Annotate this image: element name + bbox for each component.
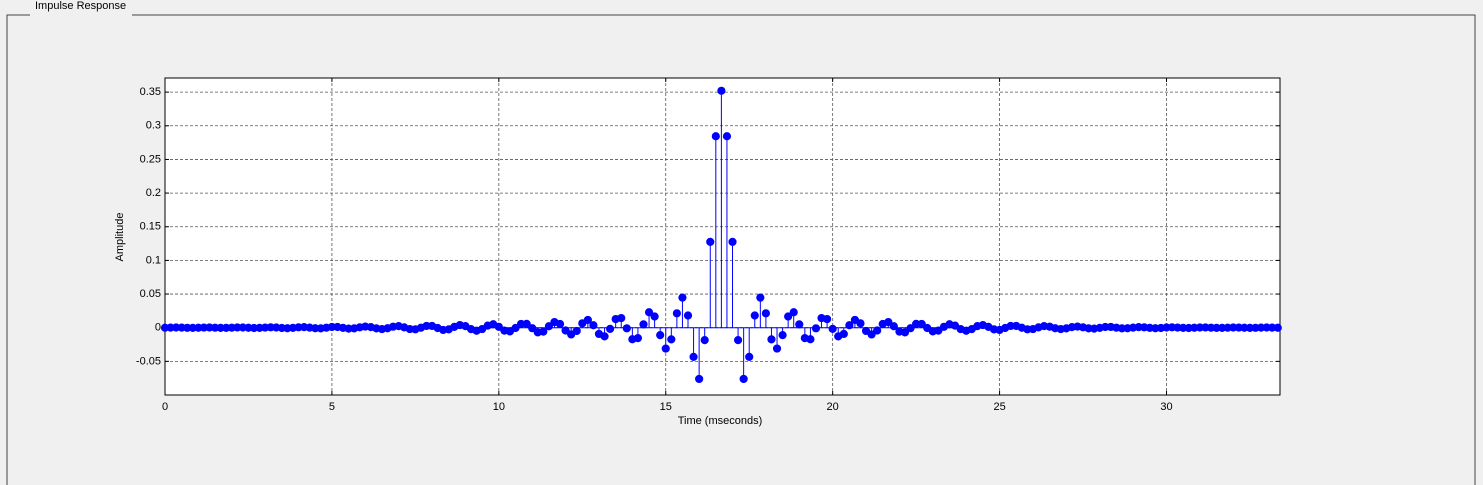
stem-marker	[644, 308, 654, 317]
y-tick-label: 0.05	[140, 288, 161, 300]
stem-marker	[583, 315, 592, 325]
stem-marker	[544, 322, 554, 331]
stem-marker	[839, 329, 848, 339]
stem-marker	[522, 319, 531, 328]
stem-marker	[700, 336, 709, 345]
y-tick-label: -0.05	[136, 355, 161, 367]
stem-marker	[656, 330, 665, 340]
stem-marker	[494, 322, 503, 331]
stem-marker	[589, 321, 598, 330]
stem-marker	[1273, 323, 1282, 332]
stem-marker	[528, 324, 537, 333]
x-tick-label: 30	[1160, 401, 1172, 413]
x-tick-label: 25	[993, 401, 1005, 413]
stem-marker	[867, 330, 876, 339]
stem-marker	[906, 324, 915, 333]
stem-marker	[711, 132, 720, 141]
stem-marker	[695, 374, 704, 384]
x-tick-label: 20	[827, 401, 839, 413]
stem-marker	[539, 327, 548, 336]
stem-marker	[639, 320, 648, 329]
x-tick-label: 0	[162, 401, 168, 413]
stem-marker	[873, 326, 882, 335]
stem-marker	[706, 237, 715, 246]
stem-marker	[789, 308, 798, 317]
stem-marker	[934, 326, 943, 335]
x-axis-label: Time (mseconds)	[678, 415, 763, 427]
panel-title: Impulse Response	[35, 0, 126, 12]
y-axis-label: Amplitude	[114, 213, 126, 262]
stem-marker	[683, 311, 693, 320]
y-tick-label: 0.15	[140, 221, 161, 233]
stem-marker	[811, 324, 821, 333]
stem-marker	[795, 320, 804, 329]
y-tick-label: 0.35	[140, 86, 161, 98]
panel-title-bg	[30, 6, 132, 20]
stem-marker	[806, 335, 815, 344]
stem-marker	[739, 374, 748, 384]
stem-marker	[667, 335, 676, 344]
y-tick-label: 0	[155, 322, 161, 334]
stem-marker	[822, 314, 832, 324]
stem-marker	[745, 352, 754, 361]
y-tick-label: 0.25	[140, 153, 161, 165]
stem-marker	[884, 317, 893, 327]
y-tick-label: 0.3	[146, 120, 161, 132]
stem-marker	[761, 309, 770, 318]
stem-marker	[561, 326, 570, 335]
stem-marker	[900, 328, 910, 337]
stem-marker	[622, 324, 631, 333]
x-tick-label: 5	[329, 401, 335, 413]
stem-marker	[778, 330, 787, 340]
y-tick-label: 0.1	[146, 254, 161, 266]
stem-marker	[756, 293, 765, 302]
stem-marker	[678, 293, 687, 302]
stem-marker	[856, 319, 865, 328]
plot-frame	[164, 77, 1281, 396]
stem-marker	[689, 352, 698, 361]
x-tick-label: 15	[660, 401, 672, 413]
stem-marker	[772, 344, 782, 353]
stem-marker	[672, 309, 681, 318]
stem-marker	[728, 237, 737, 246]
stem-marker	[555, 319, 565, 329]
stem-marker	[606, 324, 615, 334]
x-tick-label: 10	[493, 401, 505, 413]
stem-marker	[511, 323, 520, 333]
stem-marker	[633, 334, 643, 343]
stem-marker	[733, 336, 743, 345]
stem-marker	[600, 332, 609, 341]
stem-marker	[889, 322, 898, 331]
stem-marker	[828, 324, 837, 334]
stem-marker	[650, 312, 659, 321]
stem-marker	[572, 326, 581, 336]
stem-marker	[917, 319, 926, 329]
stem-marker	[717, 86, 726, 95]
stem-marker	[661, 344, 670, 353]
stem-marker	[767, 335, 776, 344]
stem-marker	[617, 313, 626, 323]
plot-area	[165, 78, 1280, 395]
stem-marker	[750, 311, 759, 320]
stem-marker	[722, 132, 732, 141]
stem-marker	[784, 312, 793, 321]
panel-border	[6, 14, 1476, 485]
stem-marker	[845, 321, 854, 330]
y-tick-label: 0.2	[146, 187, 161, 199]
